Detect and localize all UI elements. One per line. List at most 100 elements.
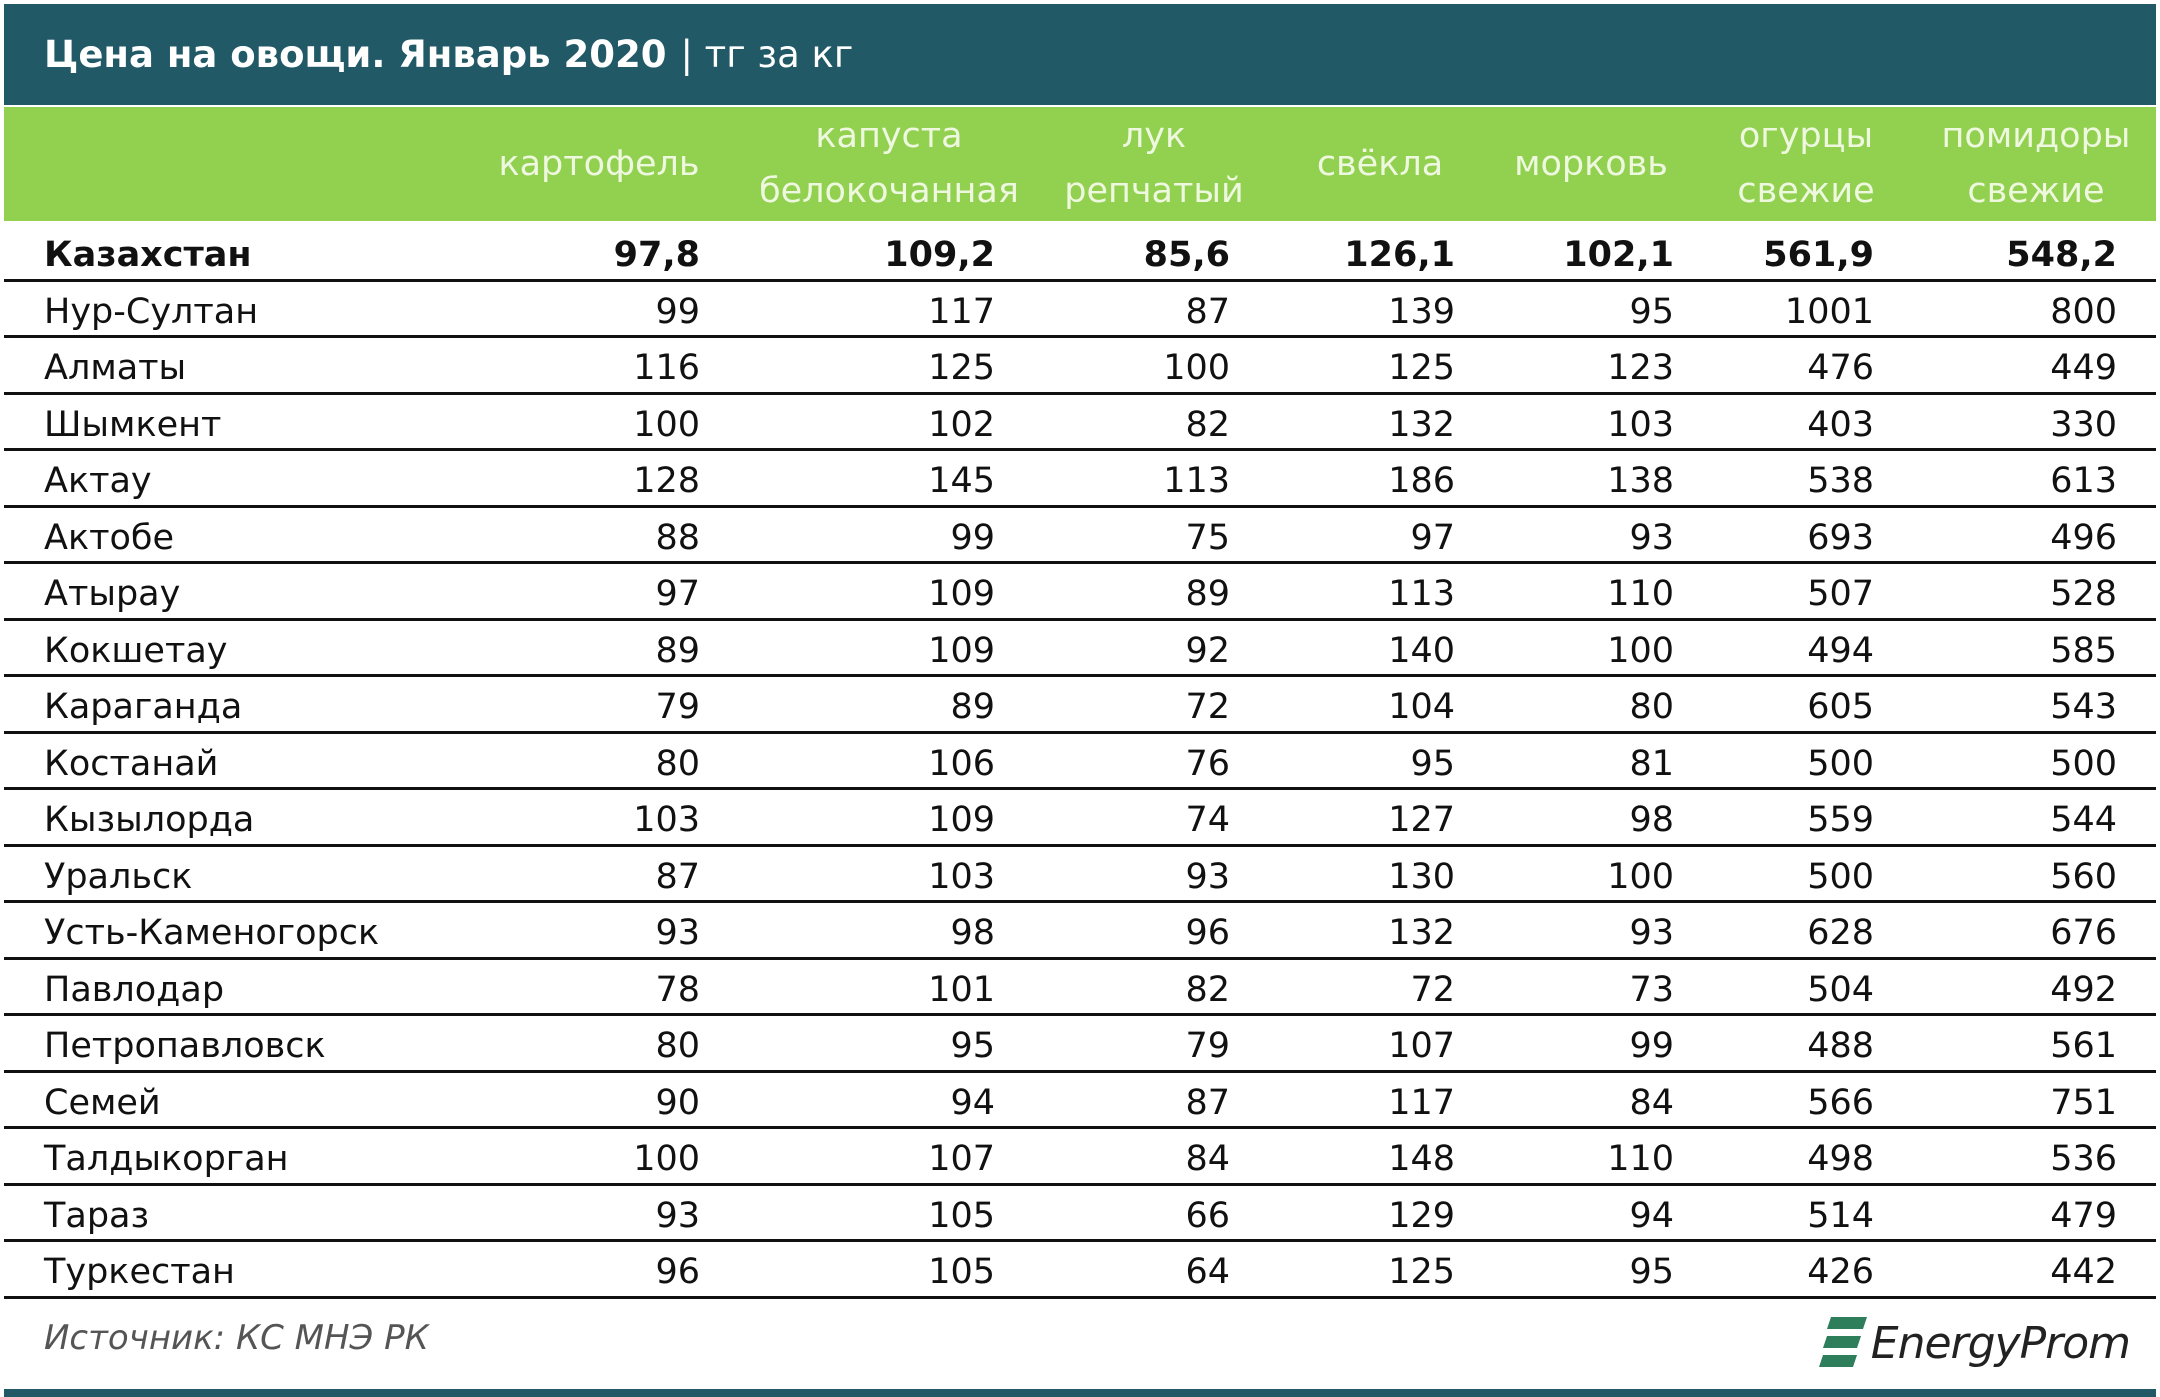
cell-value: 102,1: [1563, 235, 1674, 275]
cell-value: 132: [1388, 404, 1455, 445]
cell-value: 138: [1607, 461, 1674, 501]
cell-value: 123: [1607, 348, 1674, 388]
cell-value: 106: [928, 743, 995, 784]
cell-value: 605: [1807, 687, 1874, 727]
cell-value: 488: [1807, 1026, 1874, 1066]
cell-value: 103: [1607, 404, 1674, 445]
region-name: Талдыкорган: [44, 1139, 289, 1179]
cell-value: 145: [928, 461, 995, 501]
cell-value: 109: [928, 630, 995, 671]
cell-value: 110: [1607, 574, 1674, 614]
cell-value: 74: [1185, 800, 1230, 840]
cell-value: 507: [1807, 574, 1874, 614]
cell-value: 82: [1185, 969, 1230, 1010]
logo-text: EnergyProm: [1870, 1317, 2131, 1369]
region-name: Актобе: [44, 517, 175, 558]
cell-value: 140: [1388, 630, 1455, 671]
cell-value: 99: [950, 517, 995, 558]
cell-value: 93: [1629, 517, 1674, 558]
region-name: Алматы: [44, 348, 187, 388]
cell-value: 100: [633, 404, 700, 445]
cell-value: 109,2: [884, 235, 995, 275]
cell-value: 100: [1607, 856, 1674, 897]
cell-value: 500: [1807, 743, 1874, 784]
cell-value: 479: [2050, 1195, 2117, 1236]
region-name: Семей: [44, 1082, 161, 1123]
cell-value: 72: [1185, 687, 1230, 727]
cell-value: 80: [655, 1026, 700, 1066]
cell-value: 102: [928, 404, 995, 445]
row-separator: [4, 1295, 2156, 1299]
cell-value: 676: [2050, 913, 2117, 953]
cell-value: 500: [1807, 856, 1874, 897]
cell-value: 500: [2050, 743, 2117, 784]
row-separator: [4, 391, 2156, 395]
row-separator: [4, 617, 2156, 621]
cell-value: 88: [655, 517, 700, 558]
cell-value: 107: [1388, 1026, 1455, 1066]
cell-value: 130: [1388, 856, 1455, 897]
column-header: капуста белокочанная: [759, 116, 1019, 211]
title: Цена на овощи. Январь 2020: [44, 33, 667, 76]
cell-value: 72: [1410, 969, 1455, 1010]
cell-value: 628: [1807, 913, 1874, 953]
cell-value: 330: [2050, 404, 2117, 445]
column-header: помидоры свежие: [1941, 116, 2131, 211]
cell-value: 100: [633, 1139, 700, 1179]
row-separator: [4, 1013, 2156, 1016]
cell-value: 94: [1629, 1195, 1674, 1236]
cell-value: 566: [1807, 1082, 1874, 1123]
cell-value: 117: [928, 291, 995, 332]
cell-value: 751: [2050, 1082, 2117, 1123]
cell-value: 87: [1185, 1082, 1230, 1123]
cell-value: 113: [1163, 461, 1230, 501]
column-header: морковь: [1514, 143, 1668, 184]
cell-value: 80: [655, 743, 700, 784]
row-separator: [4, 900, 2156, 903]
row-separator: [4, 278, 2156, 282]
cell-value: 528: [2050, 574, 2117, 614]
cell-value: 76: [1185, 743, 1230, 784]
cell-value: 560: [2050, 856, 2117, 897]
region-name: Атырау: [44, 574, 181, 614]
row-separator: [4, 1182, 2156, 1186]
cell-value: 693: [1807, 517, 1874, 558]
region-name: Нур-Султан: [44, 291, 259, 332]
cell-value: 504: [1807, 969, 1874, 1010]
cell-value: 139: [1388, 291, 1455, 332]
cell-value: 127: [1388, 800, 1455, 840]
row-separator: [4, 730, 2156, 734]
cell-value: 109: [928, 800, 995, 840]
logo-icon: [1818, 1317, 1867, 1367]
cell-value: 442: [2050, 1252, 2117, 1292]
region-name: Уральск: [44, 856, 193, 897]
cell-value: 93: [1185, 856, 1230, 897]
row-separator: [4, 787, 2156, 790]
row-separator: [4, 561, 2156, 564]
cell-value: 93: [655, 1195, 700, 1236]
column-header: свёкла: [1316, 143, 1444, 184]
cell-value: 96: [1185, 913, 1230, 953]
cell-value: 89: [1185, 574, 1230, 614]
cell-value: 476: [1807, 348, 1874, 388]
cell-value: 186: [1388, 461, 1455, 501]
cell-value: 103: [633, 800, 700, 840]
cell-value: 117: [1388, 1082, 1455, 1123]
row-separator: [4, 956, 2156, 960]
cell-value: 100: [1607, 630, 1674, 671]
cell-value: 496: [2050, 517, 2117, 558]
cell-value: 126,1: [1344, 235, 1455, 275]
column-header: картофель: [498, 143, 700, 184]
cell-value: 95: [950, 1026, 995, 1066]
cell-value: 105: [928, 1195, 995, 1236]
cell-value: 73: [1629, 969, 1674, 1010]
cell-value: 78: [655, 969, 700, 1010]
cell-value: 79: [655, 687, 700, 727]
region-name: Туркестан: [44, 1252, 235, 1292]
cell-value: 449: [2050, 348, 2117, 388]
cell-value: 561: [2050, 1026, 2117, 1066]
cell-value: 128: [633, 461, 700, 501]
cell-value: 92: [1185, 630, 1230, 671]
cell-value: 514: [1807, 1195, 1874, 1236]
cell-value: 87: [655, 856, 700, 897]
